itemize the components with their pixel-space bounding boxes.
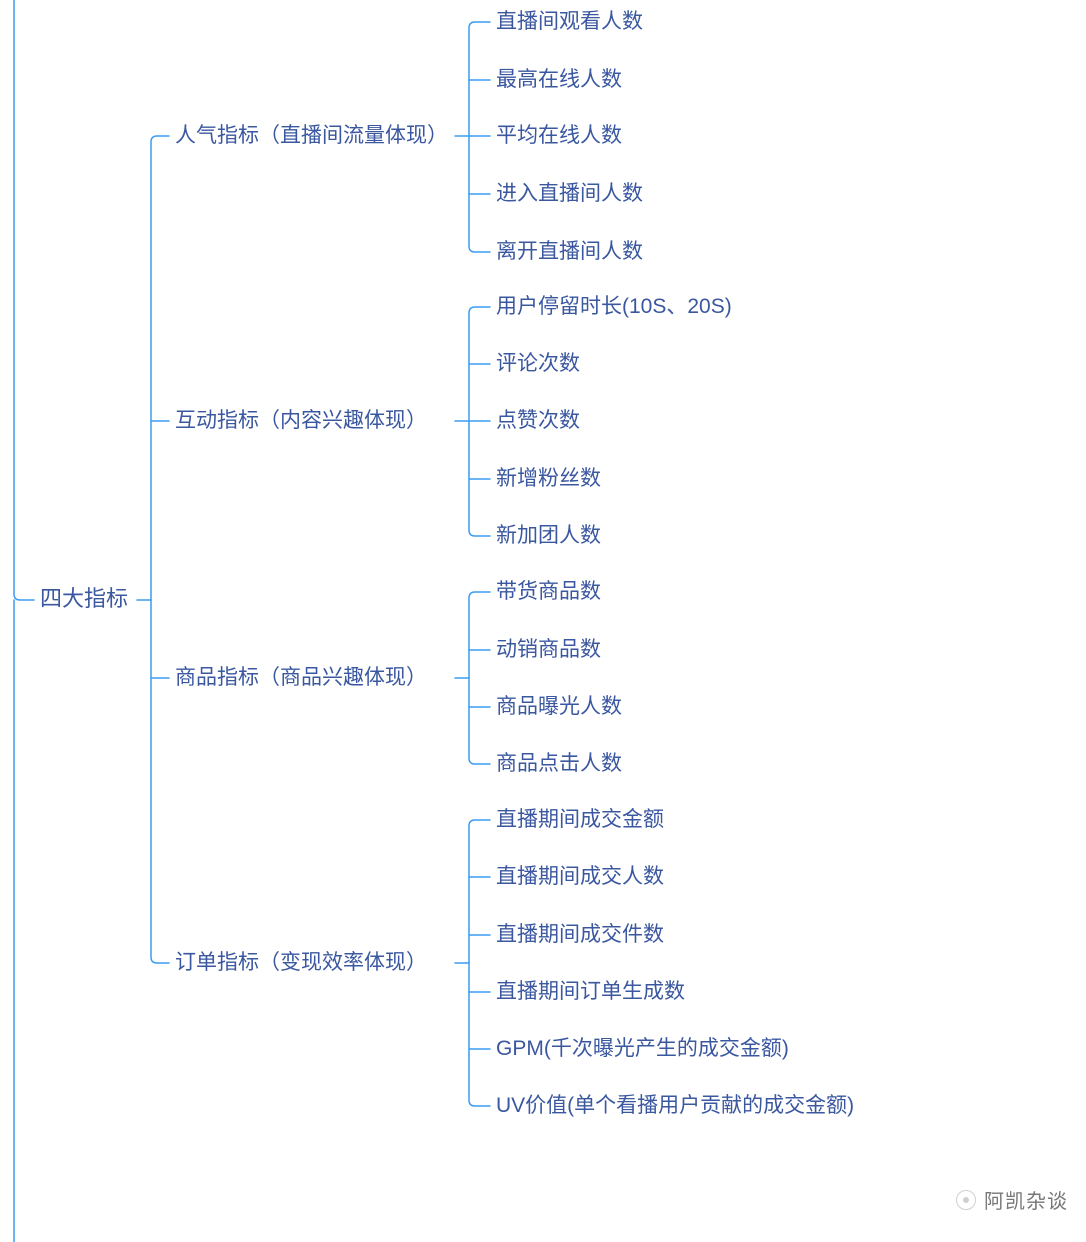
branch-node-interaction: 互动指标（内容兴趣体现） <box>175 410 427 431</box>
leaf-node-popularity-1: 最高在线人数 <box>496 69 622 90</box>
leaf-node-interaction-1: 评论次数 <box>496 353 580 374</box>
leaf-node-interaction-4: 新加团人数 <box>496 525 601 546</box>
watermark-text: 阿凯杂谈 <box>984 1185 1068 1214</box>
leaf-node-popularity-3: 进入直播间人数 <box>496 183 643 204</box>
leaf-node-order-2: 直播期间成交件数 <box>496 924 664 945</box>
leaf-node-order-1: 直播期间成交人数 <box>496 866 664 887</box>
mindmap-canvas: 阿凯杂谈 四大指标 人气指标（直播间流量体现） 直播间观看人数最高在线人数平均在线人… <box>0 0 1086 1242</box>
leaf-node-order-5: UV价值(单个看播用户贡献的成交金额) <box>496 1095 854 1116</box>
leaf-node-order-4: GPM(千次曝光产生的成交金额) <box>496 1038 789 1059</box>
leaf-node-product-0: 带货商品数 <box>496 581 601 602</box>
leaf-node-product-1: 动销商品数 <box>496 639 601 660</box>
leaf-node-popularity-2: 平均在线人数 <box>496 125 622 146</box>
leaf-node-popularity-4: 离开直播间人数 <box>496 241 643 262</box>
leaf-node-order-3: 直播期间订单生成数 <box>496 981 685 1002</box>
leaf-node-product-2: 商品曝光人数 <box>496 696 622 717</box>
branch-node-product: 商品指标（商品兴趣体现） <box>175 667 427 688</box>
watermark: 阿凯杂谈 <box>956 1185 1068 1214</box>
leaf-node-product-3: 商品点击人数 <box>496 753 622 774</box>
leaf-node-order-0: 直播期间成交金额 <box>496 809 664 830</box>
root-node: 四大指标 <box>40 588 128 610</box>
leaf-node-interaction-0: 用户停留时长(10S、20S) <box>496 296 732 317</box>
watermark-icon <box>956 1190 976 1210</box>
leaf-node-interaction-3: 新增粉丝数 <box>496 468 601 489</box>
leaf-node-interaction-2: 点赞次数 <box>496 410 580 431</box>
branch-node-order: 订单指标（变现效率体现） <box>175 952 427 973</box>
branch-node-popularity: 人气指标（直播间流量体现） <box>175 125 448 146</box>
leaf-node-popularity-0: 直播间观看人数 <box>496 11 643 32</box>
